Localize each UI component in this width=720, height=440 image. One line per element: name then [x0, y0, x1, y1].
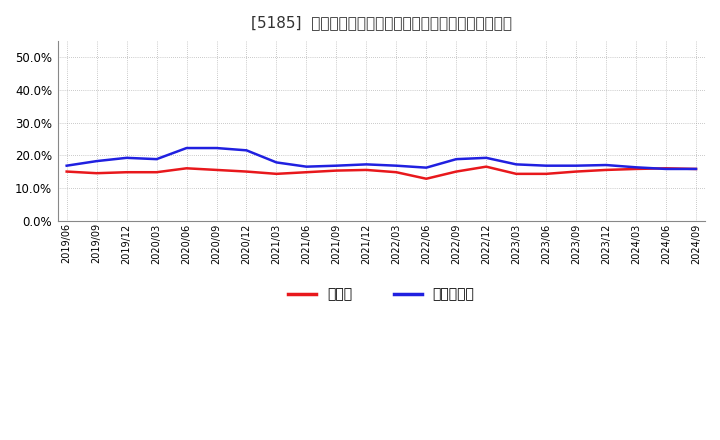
Legend: 現頲金, 有利子負債: 現頲金, 有利子負債: [282, 282, 480, 307]
Title: [5185]  現頲金、有利子負債の総資産に対する比率の推移: [5185] 現頲金、有利子負債の総資産に対する比率の推移: [251, 15, 512, 30]
